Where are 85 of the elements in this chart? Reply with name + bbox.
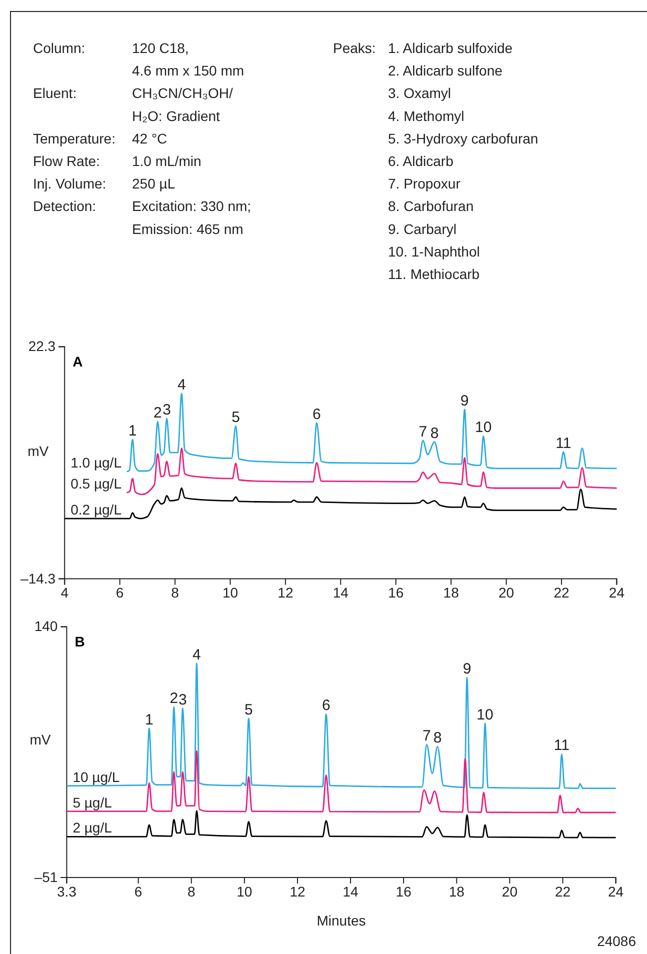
line-series bbox=[66, 810, 616, 838]
x-tick-label: 10 bbox=[222, 584, 238, 601]
text: Eluent: CH₃CN/CH₃OH/ bbox=[33, 85, 233, 102]
text: 24086 bbox=[597, 933, 636, 949]
x-tick-label: 18 bbox=[443, 584, 460, 601]
text: 2. Aldicarb sulfone bbox=[388, 62, 503, 79]
text: A bbox=[72, 354, 83, 370]
annotation: 8 bbox=[433, 730, 442, 747]
annotation: 11 bbox=[554, 737, 570, 754]
x-tick-label: 12 bbox=[290, 883, 306, 900]
text: B bbox=[74, 634, 85, 650]
x-tick-label: 6 bbox=[116, 584, 124, 601]
series-label: 0.5 µg/L bbox=[70, 476, 122, 492]
annotation: 7 bbox=[418, 424, 428, 441]
annotation: 5 bbox=[232, 408, 240, 426]
text: 11. Methiocarb bbox=[388, 266, 480, 282]
annotation: 10 bbox=[476, 706, 494, 724]
x-tick-label: 4 bbox=[60, 584, 69, 601]
x-tick-label: 16 bbox=[388, 584, 404, 601]
annotation: 6 bbox=[312, 406, 321, 423]
x-tick-label: 16 bbox=[396, 883, 412, 900]
line-series bbox=[66, 662, 616, 790]
text: Emission: 465 nm bbox=[132, 220, 244, 237]
x-tick-label: 6 bbox=[134, 883, 142, 900]
y-axis-title: mV bbox=[28, 442, 50, 459]
text: 10. 1-Naphthol bbox=[388, 243, 480, 260]
y-axis-title: mV bbox=[30, 732, 52, 748]
annotation: 10 bbox=[475, 419, 492, 436]
text: Peaks: 1. Aldicarb sulfoxide bbox=[333, 40, 513, 56]
annotation: 8 bbox=[430, 424, 439, 442]
annotation: 4 bbox=[192, 646, 201, 664]
x-tick-label: 14 bbox=[342, 883, 359, 900]
text: Detection: Excitation: 330 nm; bbox=[33, 198, 252, 214]
y-tick-label: –14.3 bbox=[20, 570, 56, 586]
text: Flow Rate: 1.0 mL/min bbox=[33, 153, 202, 169]
text: 6. Aldicarb bbox=[388, 153, 454, 169]
text: 4.6 mm x 150 mm bbox=[132, 62, 244, 79]
series-label: 5 µg/L bbox=[72, 794, 112, 810]
x-tick-label: 20 bbox=[502, 883, 518, 900]
series-label: 10 µg/L bbox=[72, 768, 120, 785]
text: H₂O: Gradient bbox=[132, 108, 220, 124]
annotation: 3 bbox=[178, 691, 187, 708]
x-tick-label: 24 bbox=[608, 584, 625, 601]
annotation: 4 bbox=[177, 376, 186, 394]
text: 8. Carbofuran bbox=[388, 198, 474, 214]
x-tick-label: 14 bbox=[332, 584, 349, 601]
annotation: 1 bbox=[128, 422, 137, 440]
y-tick-label: 140 bbox=[34, 618, 58, 634]
x-tick-label: 24 bbox=[608, 883, 624, 900]
text: 3. Oxamyl bbox=[388, 85, 452, 102]
series-label: 0.2 µg/L bbox=[70, 502, 122, 518]
annotation: 7 bbox=[422, 728, 431, 745]
x-axis-title: Minutes bbox=[316, 912, 366, 928]
x-tick-label: 8 bbox=[171, 584, 180, 601]
x-tick-label: 20 bbox=[498, 584, 514, 601]
x-tick-label: 22 bbox=[554, 584, 570, 601]
text: Temperature: 42 °C bbox=[33, 130, 168, 146]
series-label: 2 µg/L bbox=[72, 820, 112, 836]
y-tick-label: –51 bbox=[34, 868, 58, 885]
text: Inj. Volume: 250 µL bbox=[33, 176, 176, 192]
text: Column: 120 C18, bbox=[33, 40, 189, 56]
annotation: 3 bbox=[162, 401, 171, 418]
x-tick-label: 8 bbox=[187, 883, 196, 900]
annotation: 1 bbox=[145, 711, 154, 728]
line-series bbox=[126, 447, 618, 496]
annotation: 6 bbox=[322, 697, 330, 714]
annotation: 5 bbox=[244, 701, 253, 718]
text: 4. Methomyl bbox=[388, 108, 464, 124]
text: 5. 3-Hydroxy carbofuran bbox=[388, 130, 538, 146]
x-tick-label: 3.3 bbox=[56, 883, 77, 900]
text: 9. Carbaryl bbox=[388, 220, 456, 237]
annotation: 2 bbox=[170, 690, 178, 708]
y-tick-label: 22.3 bbox=[28, 338, 56, 354]
annotation: 9 bbox=[462, 660, 472, 678]
x-tick-label: 22 bbox=[554, 883, 571, 900]
x-tick-label: 18 bbox=[448, 883, 465, 900]
text: 7. Propoxur bbox=[388, 176, 461, 192]
x-tick-label: 12 bbox=[278, 584, 294, 601]
annotation: 9 bbox=[460, 392, 469, 410]
series-label: 1.0 µg/L bbox=[70, 454, 122, 471]
line-series bbox=[66, 750, 616, 814]
x-tick-label: 10 bbox=[236, 883, 252, 900]
annotation: 2 bbox=[153, 404, 162, 422]
annotation: 11 bbox=[556, 434, 572, 452]
line-series bbox=[126, 392, 618, 472]
